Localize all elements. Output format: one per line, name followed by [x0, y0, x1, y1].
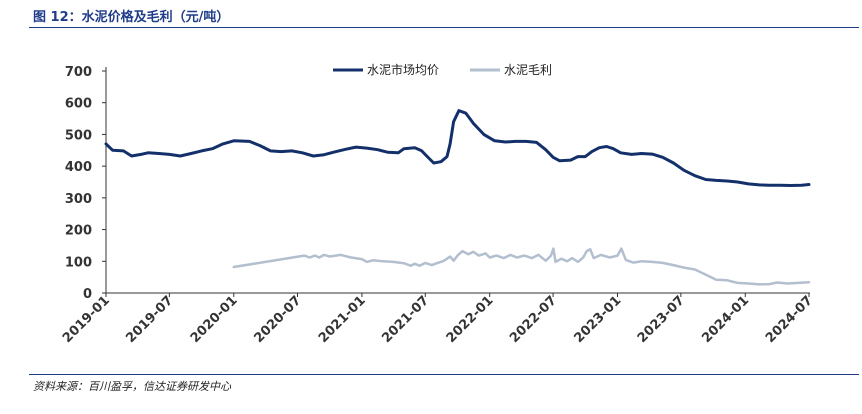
x-tick-label: 2021-01	[316, 293, 369, 346]
y-tick-label: 0	[83, 287, 92, 302]
y-tick-label: 700	[65, 65, 92, 80]
x-tick-label: 2022-01	[444, 293, 497, 346]
x-tick-label: 2023-01	[572, 293, 625, 346]
y-tick-label: 600	[65, 97, 92, 112]
x-tick-label: 2020-07	[252, 293, 305, 346]
x-tick-label: 2019-07	[123, 293, 176, 346]
y-tick-label: 200	[65, 224, 92, 239]
chart-series	[104, 109, 811, 286]
legend-label: 水泥市场均价	[367, 62, 439, 77]
series-line-margin	[232, 247, 811, 286]
x-tick-label: 2022-07	[507, 293, 560, 346]
y-tick-label: 500	[65, 128, 92, 143]
top-rule	[29, 27, 859, 28]
x-tick-label: 2020-01	[188, 293, 241, 346]
bottom-rule	[29, 374, 859, 375]
y-tick-label: 400	[65, 160, 92, 175]
x-tick-label: 2024-01	[699, 293, 752, 346]
chart-legend: 水泥市场均价 水泥毛利	[333, 62, 552, 77]
source-note: 资料来源：百川盈孚，信达证券研发中心	[33, 380, 231, 393]
y-tick-label: 300	[65, 192, 92, 207]
x-tick-label: 2023-07	[635, 293, 688, 346]
x-tick-label: 2024-07	[763, 293, 816, 346]
figure-title: 图 12：水泥价格及毛利（元/吨）	[33, 10, 230, 25]
legend-label: 水泥毛利	[504, 63, 552, 77]
series-line-price	[104, 109, 811, 187]
x-tick-label: 2021-07	[379, 293, 432, 346]
y-tick-label: 100	[65, 255, 92, 270]
